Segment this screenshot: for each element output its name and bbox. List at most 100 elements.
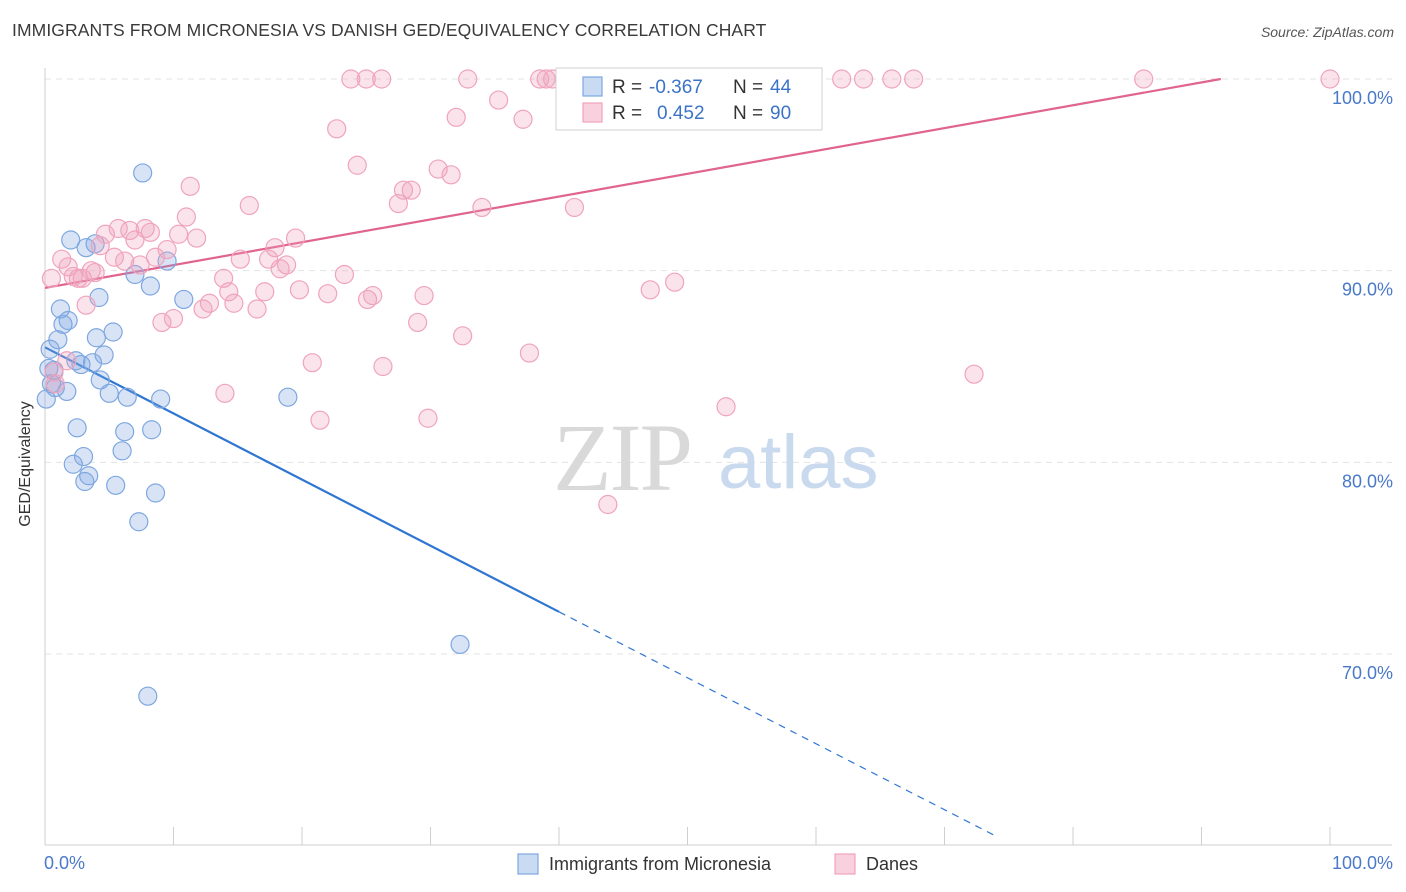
point-danes [519, 343, 540, 363]
x-tick-label: 100.0% [1332, 853, 1393, 873]
point-danes [318, 284, 338, 304]
legend-n-value-danes: 90 [770, 103, 791, 124]
point-danes [441, 165, 461, 185]
point-micronesia [115, 422, 135, 442]
point-danes [357, 289, 378, 310]
point-micronesia [106, 475, 126, 495]
point-danes [199, 293, 220, 313]
point-danes [347, 155, 367, 175]
point-danes [1320, 69, 1340, 89]
point-danes [52, 249, 72, 269]
watermark-atlas: atlas [718, 420, 879, 505]
point-danes [45, 374, 65, 394]
point-danes [716, 397, 736, 417]
point-danes [564, 197, 585, 218]
source-label: Source: ZipAtlas.com [1260, 24, 1394, 40]
bottom-legend-label-danes: Danes [866, 854, 918, 874]
trendline-micronesia [44, 346, 560, 613]
point-danes [247, 299, 267, 319]
bottom-legend-swatch-micronesia [517, 853, 539, 875]
point-danes [1134, 69, 1154, 89]
point-micronesia [90, 370, 110, 390]
trend-lines [44, 77, 1221, 837]
bottom-legend-swatch-danes [834, 853, 856, 875]
point-danes [363, 285, 383, 306]
y-tick-label: 90.0% [1342, 280, 1393, 300]
point-micronesia [138, 686, 158, 706]
bottom-legend-label-micronesia: Immigrants from Micronesia [549, 854, 772, 874]
point-danes [341, 69, 361, 89]
point-danes [115, 251, 135, 271]
point-micronesia [112, 441, 132, 461]
point-micronesia [40, 339, 60, 359]
point-micronesia [103, 322, 123, 342]
point-danes [458, 69, 478, 89]
point-danes [85, 262, 105, 283]
point-micronesia [125, 264, 145, 285]
point-micronesia [450, 634, 470, 655]
grid-lines [45, 78, 1392, 655]
point-danes [285, 228, 306, 248]
trendline-micronesia-extension [558, 611, 997, 837]
point-micronesia [50, 299, 71, 319]
y-axis-label: GED/Equivalency [17, 401, 34, 526]
point-danes [215, 383, 235, 403]
point-danes [536, 69, 556, 89]
point-danes [598, 494, 618, 515]
point-micronesia [129, 512, 149, 532]
point-danes [334, 264, 355, 285]
point-micronesia [57, 381, 77, 402]
point-danes [640, 280, 660, 300]
point-danes [418, 408, 438, 428]
legend-n-label: N = [733, 103, 763, 124]
point-micronesia [151, 389, 171, 409]
point-micronesia [67, 418, 87, 438]
point-danes [276, 255, 297, 275]
point-danes [224, 293, 244, 313]
point-danes [489, 90, 509, 110]
point-danes [230, 249, 250, 269]
point-micronesia [140, 276, 160, 296]
legend-box: R = -0.367 N = 44 R = 0.452 N = 90 [555, 67, 823, 131]
point-danes [513, 109, 533, 129]
point-danes [90, 236, 110, 256]
point-danes [289, 280, 310, 300]
point-micronesia [63, 454, 83, 474]
point-danes [152, 312, 172, 333]
point-danes [219, 282, 239, 302]
legend-r-label: R = [612, 103, 642, 124]
point-danes [453, 326, 473, 346]
legend-r-label: R = [612, 77, 642, 98]
point-micronesia [86, 328, 107, 348]
point-danes [255, 282, 275, 302]
point-micronesia [117, 387, 137, 407]
legend-r-value-danes: 0.452 [657, 103, 705, 124]
point-micronesia [145, 483, 166, 503]
point-danes [414, 285, 434, 306]
point-micronesia [82, 353, 103, 373]
point-micronesia [53, 314, 73, 334]
point-danes [882, 69, 902, 89]
point-danes [356, 69, 376, 89]
legend-n-label: N = [733, 77, 763, 98]
point-danes [176, 207, 196, 227]
point-danes [187, 228, 207, 248]
trendline-danes [44, 77, 1221, 289]
watermark: ZIP atlas [553, 404, 879, 511]
point-danes [76, 295, 96, 315]
point-danes [265, 238, 285, 258]
point-danes [135, 218, 155, 239]
point-danes [41, 268, 62, 288]
point-danes [408, 312, 428, 333]
point-danes [302, 353, 322, 373]
point-danes [57, 351, 77, 371]
bottom-legend: Immigrants from Micronesia Danes [517, 853, 918, 875]
y-tick-label: 80.0% [1342, 471, 1393, 491]
point-micronesia [278, 387, 298, 407]
legend-swatch-micronesia [582, 76, 603, 97]
point-danes [327, 119, 347, 139]
point-danes [401, 180, 421, 200]
point-micronesia [133, 163, 153, 183]
point-danes [169, 224, 189, 244]
